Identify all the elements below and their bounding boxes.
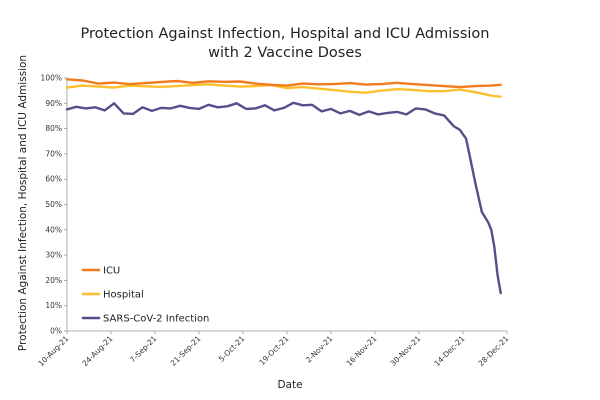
chart-title-line-1: Protection Against Infection, Hospital a… <box>80 26 489 42</box>
x-tick-label: 16-Nov-21 <box>345 334 379 368</box>
y-tick-label: 10% <box>45 301 62 310</box>
legend-label-icu: ICU <box>103 266 120 277</box>
series-line-hospital <box>65 83 502 98</box>
y-tick-label: 60% <box>45 175 62 184</box>
x-tick-label: 24-Aug-21 <box>80 334 114 368</box>
x-tick-label: 10-Aug-21 <box>36 334 70 368</box>
plot-area: 0% 10% 20% 30% 40% 50% 60% 70% 80% 90% 100% 10-Aug-… <box>36 74 510 369</box>
legend-label-hospital: Hospital <box>103 290 144 301</box>
chart-title-line-2: with 2 Vaccine Doses <box>208 45 362 61</box>
legend-label-sars-cov-2-infection: SARS-CoV-2 Infection <box>103 314 209 325</box>
x-tick-label: 5-Oct-21 <box>217 334 247 364</box>
y-tick-label: 30% <box>45 251 62 260</box>
x-tick-label: 14-Dec-21 <box>432 334 466 368</box>
series-line-sars-cov-2-infection <box>65 101 502 295</box>
x-tick-label: 19-Oct-21 <box>257 334 290 367</box>
x-tick-label: 2-Nov-21 <box>304 334 335 365</box>
x-tick-label: 21-Sep-21 <box>169 334 203 368</box>
y-tick-label: 0% <box>50 327 62 336</box>
y-tick-label: 50% <box>45 200 62 209</box>
y-tick-label: 20% <box>45 276 62 285</box>
x-tick-label: 30-Nov-21 <box>389 334 423 368</box>
x-tick-label: 7-Sep-21 <box>128 334 158 364</box>
y-tick-label: 90% <box>45 99 62 108</box>
y-tick-label: 80% <box>45 124 62 133</box>
x-tick-label: 28-Dec-21 <box>476 334 510 368</box>
series-line-icu <box>65 78 502 89</box>
y-tick-label: 70% <box>45 149 62 158</box>
y-tick-label: 100% <box>41 74 62 83</box>
y-tick-label: 40% <box>45 225 62 234</box>
x-axis-title: Date <box>277 379 302 391</box>
y-axis-title: Protection Against Infection, Hospital a… <box>17 55 29 351</box>
